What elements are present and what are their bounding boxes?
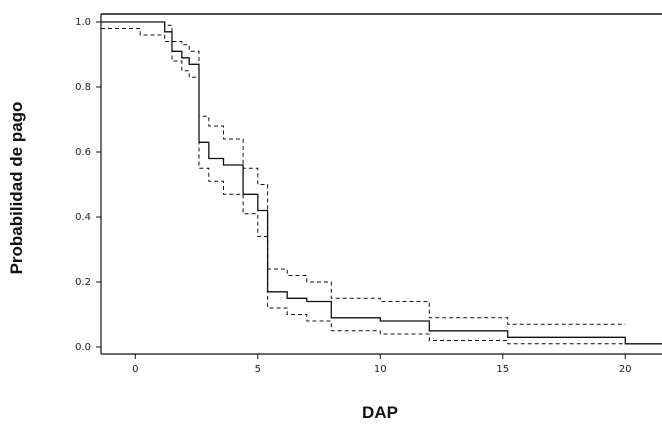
y-tick-label: 0.0 — [75, 342, 91, 353]
y-axis-title: Probabilidad de pago — [7, 102, 26, 275]
confidence-band-1 — [101, 21, 626, 325]
x-axis-title: DAP — [362, 403, 398, 422]
x-tick-label: 10 — [374, 364, 387, 375]
y-tick-label: 0.6 — [75, 147, 91, 158]
x-tick-label: 15 — [496, 364, 509, 375]
x-ticks: 0 5 10 15 20 — [132, 354, 632, 375]
x-tick-label: 20 — [619, 364, 632, 375]
y-ticks: 0.0 0.2 0.4 0.6 0.8 1.0 — [75, 17, 101, 353]
y-tick-label: 0.4 — [75, 212, 91, 223]
survival-curve — [101, 21, 662, 345]
x-tick-label: 0 — [132, 364, 138, 375]
y-tick-label: 0.8 — [75, 82, 91, 93]
y-tick-label: 1.0 — [75, 17, 91, 28]
axes — [100, 13, 662, 355]
x-tick-label: 5 — [255, 364, 261, 375]
confidence-band-2 — [101, 28, 626, 345]
y-tick-label: 0.2 — [75, 277, 91, 288]
series-layer — [101, 21, 662, 345]
